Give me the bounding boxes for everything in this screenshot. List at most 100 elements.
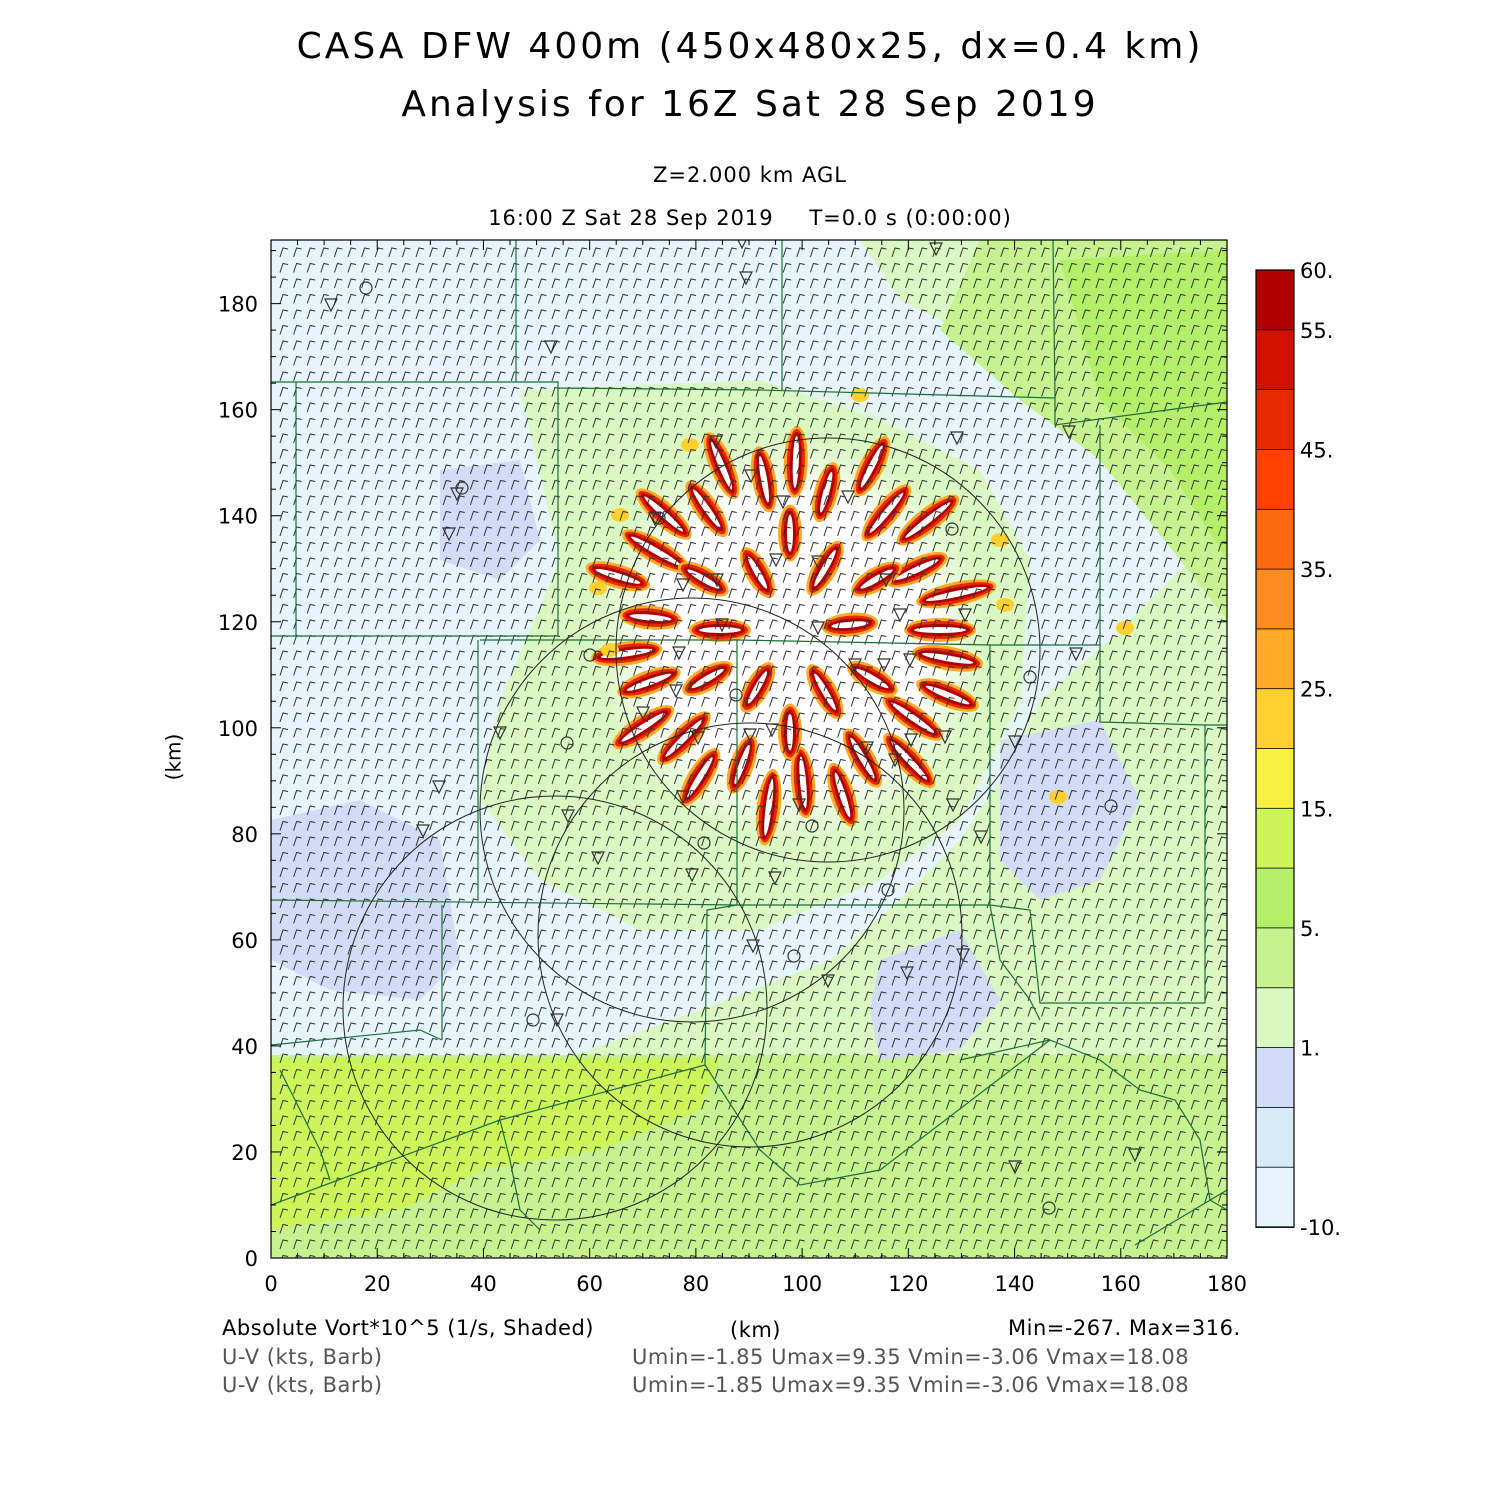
station-circle [805, 819, 819, 833]
station-circle [652, 511, 666, 525]
station-circle [881, 883, 895, 897]
station-triangle [324, 298, 338, 313]
station-triangle [746, 939, 760, 954]
station-triangle [416, 824, 430, 839]
wind-barbs [279, 247, 1227, 1258]
colorbar-label: 45. [1300, 438, 1333, 462]
y-tick-label: 140 [218, 505, 258, 529]
y-tick-label: 20 [231, 1141, 258, 1165]
colorbar-swatch [1255, 987, 1295, 1049]
x-tick-label: 40 [470, 1272, 497, 1296]
station-triangle [493, 726, 507, 741]
colorbar-swatch [1255, 389, 1295, 451]
colorbar-swatch [1255, 688, 1295, 750]
colorbar-label: 60. [1300, 259, 1333, 283]
vorticity-streak [585, 561, 651, 592]
x-axis: 0 20 40 60 80 100 120 140 160 180 [264, 240, 1247, 1296]
station-triangle [821, 974, 835, 989]
station-circle [1042, 1201, 1056, 1215]
station-triangle [769, 553, 783, 568]
x-tick-label: 160 [1101, 1272, 1141, 1296]
station-triangle [676, 578, 690, 593]
station-circle [945, 522, 959, 536]
station-triangle [974, 830, 988, 845]
colorbar-swatch [1255, 927, 1295, 989]
vorticity-blob [601, 643, 619, 657]
y-tick-label: 80 [231, 823, 258, 847]
station-circle [697, 836, 711, 850]
station-triangle [1062, 425, 1076, 440]
station-triangle [848, 658, 862, 673]
station-triangle [879, 573, 893, 588]
station-triangle [938, 730, 952, 745]
vorticity-streak [812, 461, 841, 523]
colorbar-label: 55. [1300, 319, 1333, 343]
station-markers [324, 240, 1142, 1215]
time-label: 16:00 Z Sat 28 Sep 2019 T=0.0 s (0:00:00… [0, 206, 1500, 230]
field-label-vorticity: Absolute Vort*10^5 (1/s, Shaded) [222, 1316, 594, 1340]
colorbar-swatch [1255, 1166, 1295, 1228]
station-triangle [1128, 1148, 1142, 1163]
station-triangle [544, 340, 558, 355]
station-triangle [737, 240, 747, 250]
vorticity-streak [896, 494, 960, 546]
field-label-barb-1: U-V (kts, Barb) [222, 1345, 383, 1369]
vorticity-streak [886, 551, 948, 588]
station-triangle [792, 798, 806, 813]
y-tick-label: 0 [245, 1247, 258, 1271]
station-triangle [765, 723, 779, 738]
colorbar-label: 5. [1300, 917, 1320, 941]
station-triangle [841, 490, 855, 505]
vorticity-blob [1116, 621, 1134, 635]
x-tick-label: 60 [576, 1272, 603, 1296]
colorbar-swatch [1255, 1047, 1295, 1109]
blue-patch-2 [271, 800, 460, 1000]
vorticity-blob [1049, 790, 1067, 804]
minmax-label: Min=-267. Max=316. [1008, 1316, 1241, 1340]
y-tick-label: 120 [218, 611, 258, 635]
x-tick-label: 100 [782, 1272, 822, 1296]
station-triangle [860, 741, 874, 756]
station-triangle [768, 871, 782, 886]
station-triangle [888, 753, 902, 768]
field-label-barb-2: U-V (kts, Barb) [222, 1373, 383, 1397]
vorticity-streak [621, 529, 690, 573]
colorbar-swatch [1255, 568, 1295, 630]
vorticity-streak [657, 711, 711, 766]
vorticity-streak [821, 612, 879, 637]
plot-title-line2: Analysis for 16Z Sat 28 Sep 2019 [401, 84, 1099, 125]
station-circle [359, 281, 373, 295]
station-triangle [946, 798, 960, 813]
station-triangle [950, 431, 964, 446]
vorticity-streak [612, 705, 675, 750]
uv-stats-2: Umin=-1.85 Umax=9.35 Vmin=-3.06 Vmax=18.… [632, 1373, 1190, 1397]
station-triangle [715, 618, 729, 633]
plot-title-line1: CASA DFW 400m (450x480x25, dx=0.4 km) [296, 26, 1204, 67]
station-triangle [676, 790, 690, 805]
station-triangle [776, 495, 790, 510]
radar-range-rings [342, 437, 1041, 1221]
y-tick-label: 160 [218, 399, 258, 423]
colorbar-label: -10. [1300, 1216, 1341, 1240]
vorticity-blob [681, 438, 699, 452]
station-triangle [442, 527, 456, 542]
station-triangle [893, 608, 907, 623]
colorbar-swatch [1255, 448, 1295, 511]
x-tick-label: 0 [264, 1272, 277, 1296]
station-triangle [904, 733, 918, 748]
vorticity-streak [778, 504, 802, 562]
colorbar-label: 25. [1300, 678, 1333, 702]
vorticity-streak [827, 762, 858, 827]
station-triangle [672, 646, 686, 661]
y-tick-label: 100 [218, 717, 258, 741]
level-label: Z=2.000 km AGL [652, 163, 848, 187]
uv-stats-1: Umin=-1.85 Umax=9.35 Vmin=-3.06 Vmax=18.… [632, 1345, 1190, 1369]
valid-time: 16:00 Z Sat 28 Sep 2019 [488, 206, 774, 230]
x-tick-label: 120 [888, 1272, 928, 1296]
station-triangle [691, 731, 705, 746]
station-triangle [900, 966, 914, 981]
blue-patch-1 [440, 460, 540, 580]
station-triangle [877, 658, 891, 673]
y-tick-label: 60 [231, 929, 258, 953]
station-triangle [1008, 735, 1022, 750]
